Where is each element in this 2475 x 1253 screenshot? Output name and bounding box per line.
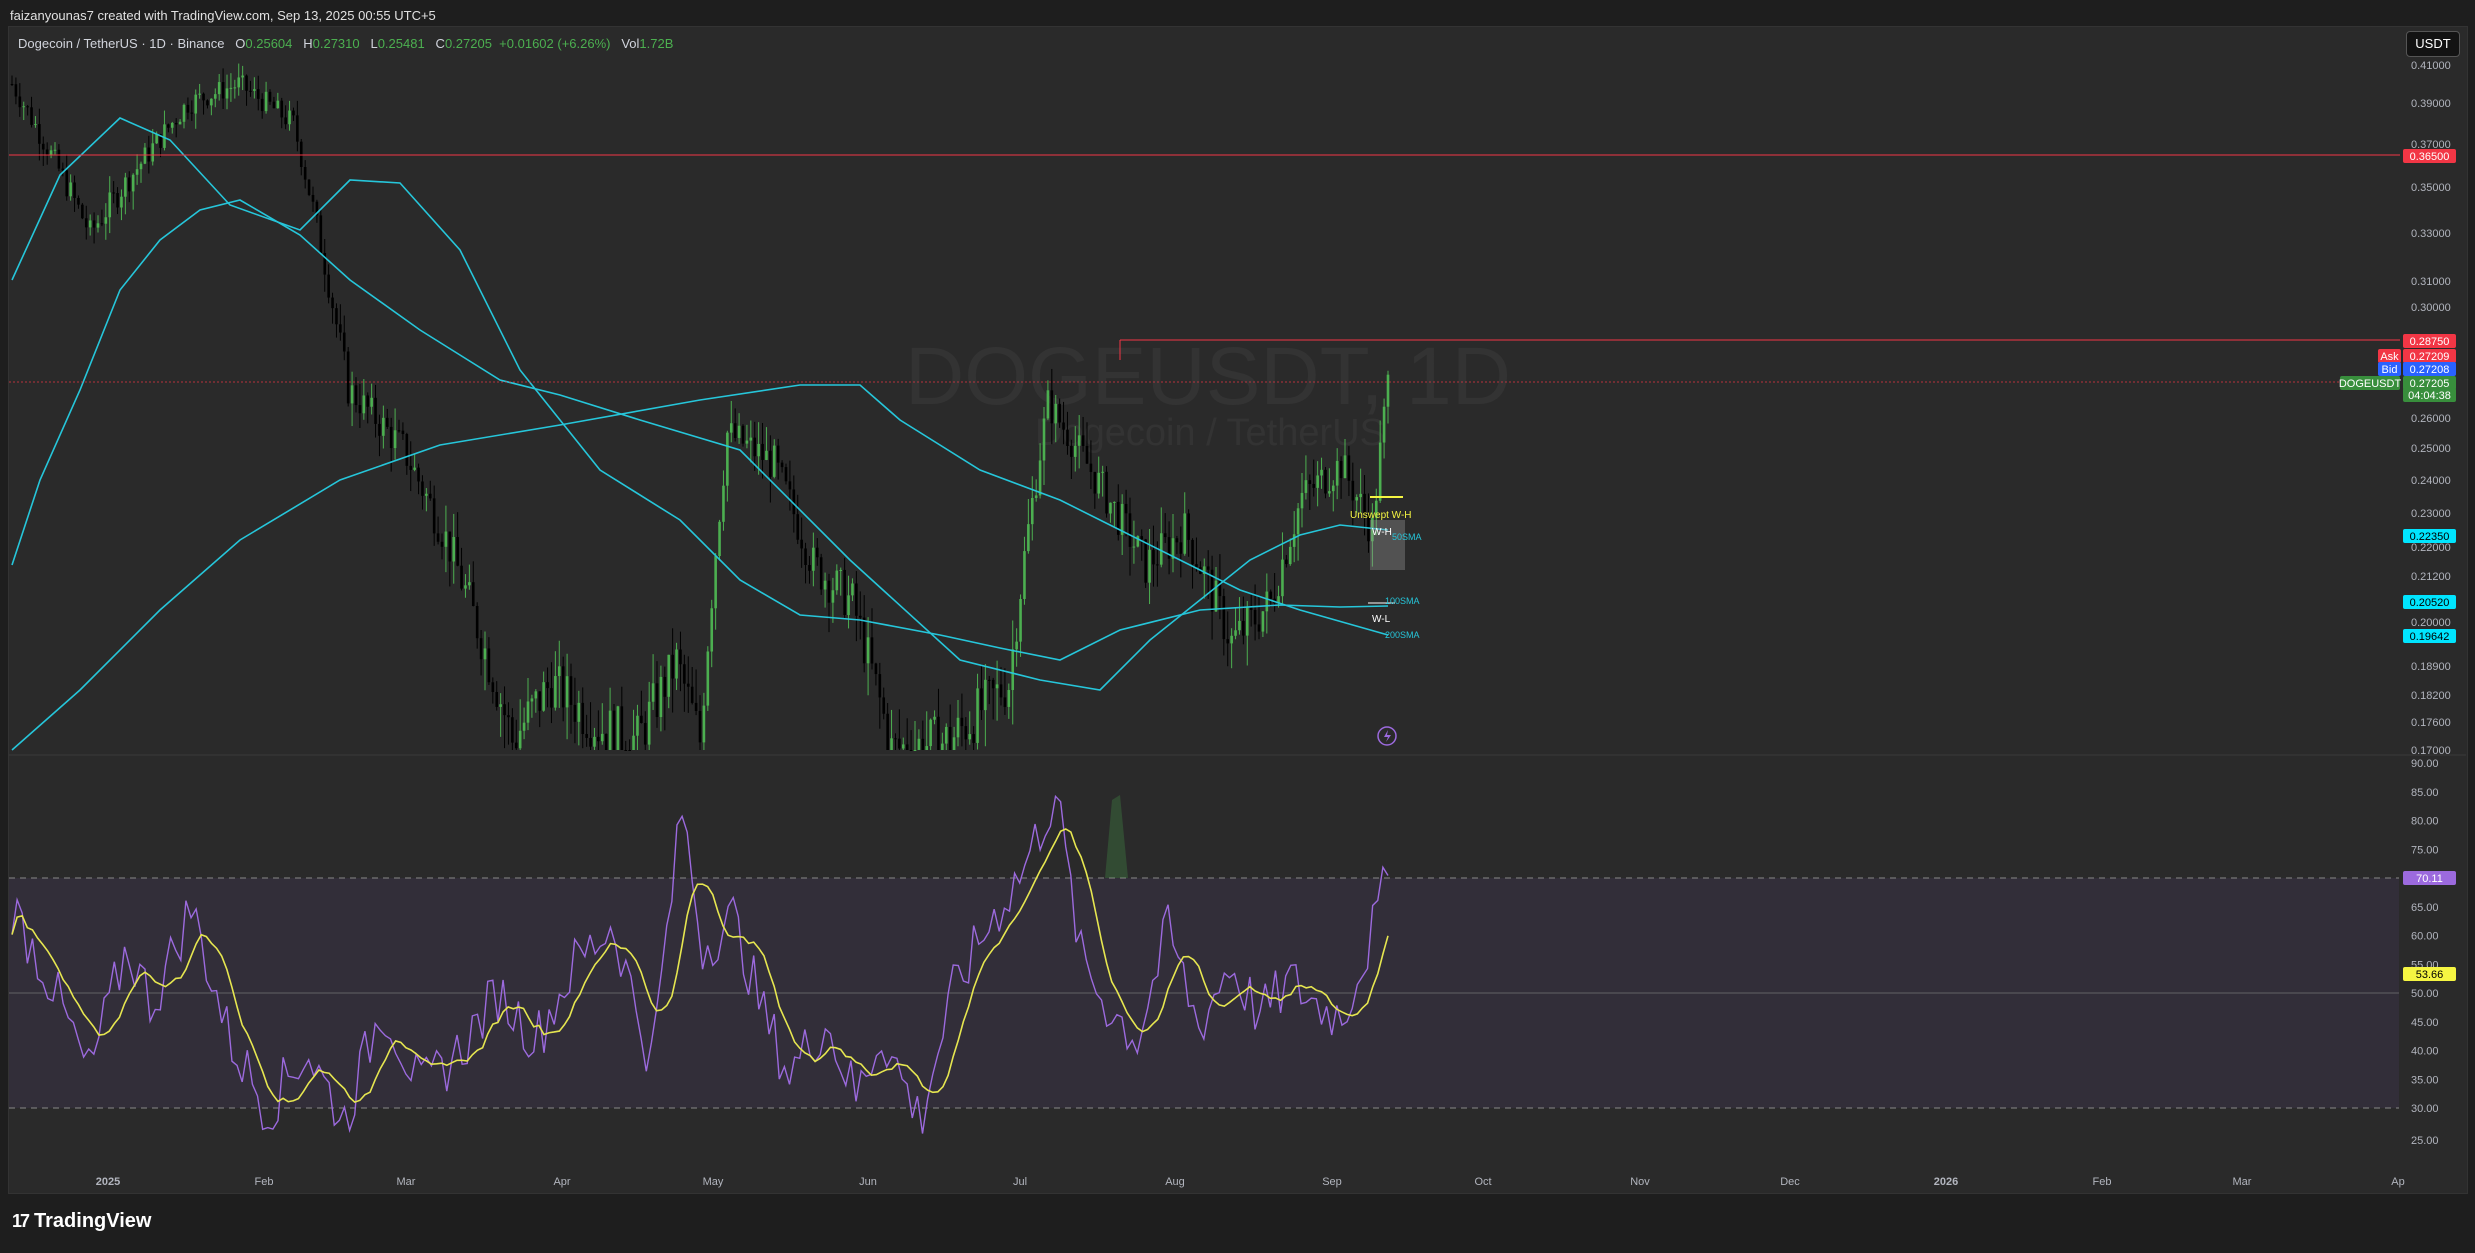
close-value: 0.27205 bbox=[444, 36, 492, 51]
watermark-name: Dogecoin / TetherUS bbox=[1035, 412, 1385, 455]
currency-button[interactable]: USDT bbox=[2406, 31, 2460, 57]
brand-text: TradingView bbox=[34, 1210, 152, 1232]
top-bar: faizanyounas7 created with TradingView.c… bbox=[0, 0, 2475, 26]
ohlc-legend[interactable]: Dogecoin / TetherUS · 1D · Binance O0.25… bbox=[18, 36, 674, 51]
volume-value: 1.72B bbox=[639, 36, 674, 51]
symbol-title[interactable]: Dogecoin / TetherUS · 1D · Binance bbox=[18, 36, 225, 51]
low-value: 0.25481 bbox=[377, 36, 425, 51]
chart-frame[interactable] bbox=[8, 26, 2468, 1194]
change-value: +0.01602 (+6.26%) bbox=[499, 36, 611, 51]
credit-text: faizanyounas7 created with TradingView.c… bbox=[10, 8, 436, 23]
open-value: 0.25604 bbox=[245, 36, 293, 51]
tradingview-branding[interactable]: 17 TradingView bbox=[12, 1210, 151, 1233]
watermark-ticker: DOGEUSDT, 1D bbox=[905, 330, 1511, 424]
high-value: 0.27310 bbox=[312, 36, 360, 51]
tradingview-logo-icon: 17 bbox=[12, 1211, 30, 1231]
